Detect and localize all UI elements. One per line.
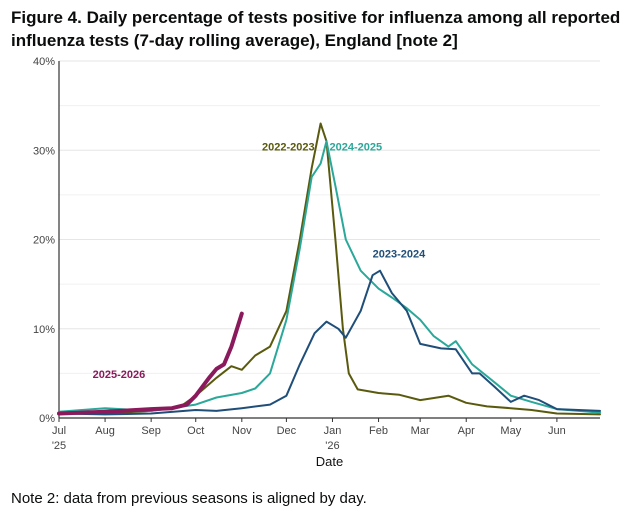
y-tick-label: 20% [33, 235, 55, 247]
footnote: Note 2: data from previous seasons is al… [11, 490, 367, 507]
x-tick-sublabel: '25 [52, 440, 66, 452]
x-tick-label: Jun [548, 425, 566, 437]
x-tick-label: Jul [52, 425, 66, 437]
y-tick-label: 30% [33, 145, 55, 157]
y-tick-label: 0% [39, 413, 55, 425]
y-tick-label: 10% [33, 324, 55, 336]
series-line-2023-2024 [58, 269, 601, 416]
series-label: 2025-2026 [93, 369, 146, 381]
x-tick-label: Dec [277, 425, 297, 437]
series-label: 2024-2025 [330, 141, 383, 153]
series-label: 2023-2024 [373, 248, 426, 260]
x-tick-label: Nov [232, 425, 252, 437]
series-label: 2022-2023 [262, 141, 315, 153]
y-tick-label: 40% [33, 56, 55, 68]
x-tick-label: Sep [141, 425, 161, 437]
series-line-2024-2025 [58, 140, 601, 414]
x-tick-label: May [500, 425, 521, 437]
x-tick-label: Jan [324, 425, 342, 437]
x-tick-label: Oct [187, 425, 204, 437]
chart-title: Figure 4. Daily percentage of tests posi… [11, 8, 621, 50]
x-axis-label: Date [316, 454, 343, 469]
x-tick-label: Aug [95, 425, 115, 437]
x-tick-label: Apr [458, 425, 475, 437]
x-tick-label: Mar [411, 425, 430, 437]
x-tick-sublabel: '26 [325, 440, 339, 452]
series-line-2025-2026 [57, 311, 244, 416]
x-tick-label: Feb [369, 425, 388, 437]
line-chart: 0% 10% 20% 30% 40% Jul '25 Aug Sep Oct Nov Dec Jan '2… [33, 56, 601, 469]
